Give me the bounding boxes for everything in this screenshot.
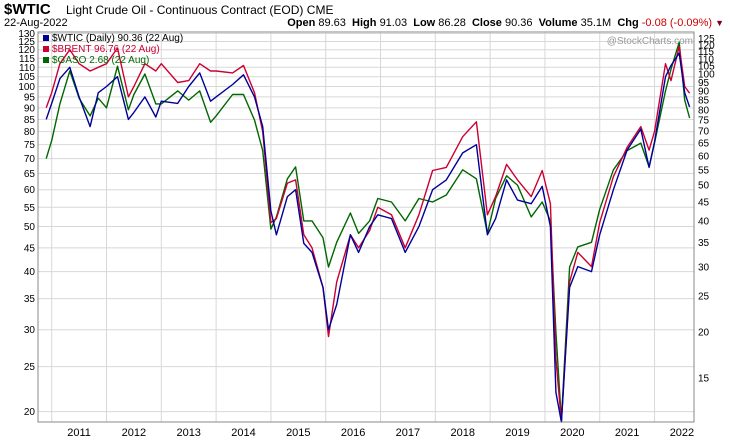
x-tick-label: 2017 [396,427,420,439]
volume-label: Volume [538,17,578,29]
right-tick-label: 80 [698,105,710,116]
right-tick-label: 45 [698,197,710,208]
legend: $WTIC (Daily) 90.36 (22 Aug)$BRENT 96.76… [43,33,183,66]
right-tick-label: 20 [698,327,710,338]
high-label: High [352,17,377,29]
legend-swatch [43,35,49,41]
x-tick-label: 2022 [670,427,694,439]
left-tick-label: 95 [24,92,36,103]
series-line [45,41,691,422]
right-tick-label: 40 [698,216,710,227]
x-tick-label: 2018 [450,427,474,439]
x-tick-label: 2014 [231,427,255,439]
right-tick-label: 115 [698,47,714,58]
x-tick-label: 2020 [560,427,584,439]
series-line [45,52,691,423]
right-tick-label: 65 [698,139,710,150]
left-tick-label: 105 [18,72,35,83]
legend-swatch [43,46,49,52]
plot-frame [37,31,695,423]
right-tick-label: 15 [698,374,710,385]
right-tick-label: 75 [698,116,710,127]
grid [38,32,694,422]
chart-description-text: Light Crude Oil - Continuous Contract (E… [66,3,304,17]
right-tick-label: 95 [698,78,710,89]
left-tick-label: 60 [24,185,36,196]
left-tick-label: 120 [18,45,35,56]
right-tick-label: 125 [698,34,715,45]
volume-value: 35.1M [580,17,612,29]
x-tick-label: 2013 [176,427,200,439]
right-tick-label: 55 [698,165,710,176]
left-tick-label: 110 [19,63,35,74]
legend-label: $BRENT 96.76 (22 Aug) [52,44,160,55]
chg-label: Chg [617,17,639,29]
x-tick-label: 2011 [67,427,91,439]
left-tick-label: 70 [24,154,36,165]
down-triangle-icon: ▼ [715,18,724,28]
chg-value: -0.08 (-0.09%) [641,17,713,29]
right-tick-label: 100 [698,70,715,81]
left-tick-label: 80 [24,127,36,138]
series-lines [45,41,691,423]
x-tick-label: 2012 [122,427,146,439]
close-label: Close [471,17,502,29]
right-tick-label: 25 [698,292,710,303]
right-tick-label: 50 [698,181,710,192]
chart-date: 22-Aug-2022 [4,17,68,29]
legend-swatch [43,57,49,63]
right-tick-label: 70 [698,127,710,138]
left-tick-label: 55 [24,203,36,214]
chart-description: Light Crude Oil - Continuous Contract (E… [66,3,333,17]
ohlc-summary: Open 89.63 High 91.03 Low 86.28 Close 90… [287,17,724,29]
left-tick-label: 100 [18,82,35,93]
open-label: Open [287,17,316,29]
right-tick-label: 35 [698,238,710,249]
left-tick-label: 65 [24,169,36,180]
right-tick-label: 110 [698,54,714,65]
left-tick-label: 115 [19,54,35,65]
x-tick-label: 2019 [505,427,529,439]
x-tick-label: 2021 [615,427,639,439]
chart-symbol: $WTIC [4,1,51,18]
right-tick-label: 30 [698,262,710,273]
left-tick-label: 45 [24,243,36,254]
x-axis: 2011 2012 2013 2014 2015 2016 2017 2018 2019 2020… [67,427,694,439]
legend-label: $GASO 2.68 (22 Aug) [52,55,149,66]
left-tick-label: 85 [24,115,36,126]
series-line [45,45,691,423]
right-tick-label: 60 [698,151,710,162]
close-value: 90.36 [504,17,533,29]
left-tick-label: 75 [24,140,36,151]
left-tick-label: 130 [18,29,35,40]
right-tick-label: 90 [698,86,710,97]
right-tick-label: 105 [698,62,715,73]
x-tick-label: 2015 [286,427,310,439]
left-tick-label: 40 [24,267,36,278]
left-tick-label: 50 [24,222,36,233]
exchange-label: CME [306,3,334,17]
left-tick-label: 90 [24,103,36,114]
x-tick-label: 2016 [341,427,365,439]
watermark: @StockCharts.com [607,36,693,47]
left-tick-label: 125 [18,37,35,48]
left-tick-label: 20 [24,407,36,418]
legend-label: $WTIC (Daily) 90.36 (22 Aug) [52,33,183,44]
left-tick-label: 25 [24,362,36,373]
low-value: 86.28 [438,17,466,29]
high-value: 91.03 [379,17,408,29]
left-tick-label: 35 [24,294,36,305]
low-label: Low [413,17,436,29]
right-tick-label: 85 [698,96,710,107]
open-value: 89.63 [318,17,346,29]
right-tick-label: 120 [698,40,715,51]
left-tick-label: 30 [24,325,36,336]
